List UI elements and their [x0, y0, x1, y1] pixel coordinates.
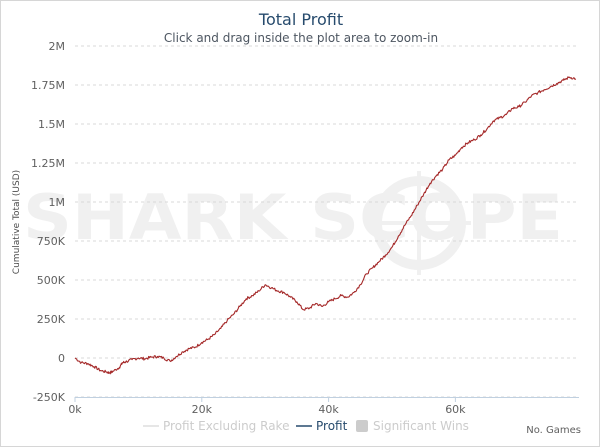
y-tick-label: 500K: [37, 274, 66, 287]
plot-area[interactable]: [74, 76, 577, 375]
y-tick-label: 250K: [37, 313, 66, 326]
legend-label-profit: Profit: [316, 419, 348, 433]
y-tick-label: -250K: [33, 391, 66, 404]
x-tick-label: 40k: [318, 403, 339, 416]
y-tick-label: 2M: [49, 40, 66, 53]
legend-item-profit-excluding-rake[interactable]: Profit Excluding Rake: [143, 419, 289, 433]
y-tick-label: 750K: [37, 235, 66, 248]
chart-title: Total Profit: [258, 10, 343, 29]
x-tick-label: 20k: [192, 403, 213, 416]
crosshair-icon: [367, 171, 471, 275]
legend-item-significant-wins[interactable]: Significant Wins: [356, 419, 469, 433]
x-tick-label: 60k: [445, 403, 466, 416]
x-axis-ticks: 0k 20k 40k 60k: [68, 397, 466, 416]
watermark: SHARK SCOPE: [23, 171, 563, 275]
y-tick-label: 1M: [49, 196, 66, 209]
y-axis-label: Cumulative Total (USD): [12, 170, 22, 274]
legend-label-significant-wins: Significant Wins: [373, 419, 469, 433]
legend: Profit Excluding Rake Profit Significant…: [143, 419, 469, 433]
y-tick-label: 1.25M: [31, 157, 65, 170]
gridlines: [75, 45, 579, 398]
series-line-profit[interactable]: [74, 76, 577, 375]
y-tick-label: 1.75M: [31, 79, 65, 92]
watermark-text: SHARK SCOPE: [23, 181, 563, 254]
y-tick-label: 0: [58, 352, 65, 365]
y-axis-ticks: -250K 0 250K 500K 750K 1M 1.25M 1.5M 1.75M 2M: [31, 40, 66, 404]
x-axis-label: No. Games: [526, 425, 581, 436]
chart-subtitle: Click and drag inside the plot area to z…: [164, 31, 438, 45]
legend-label-profit-excluding-rake: Profit Excluding Rake: [163, 419, 289, 433]
x-tick-label: 0k: [68, 403, 82, 416]
y-tick-label: 1.5M: [38, 118, 65, 131]
legend-item-profit[interactable]: Profit: [296, 419, 348, 433]
